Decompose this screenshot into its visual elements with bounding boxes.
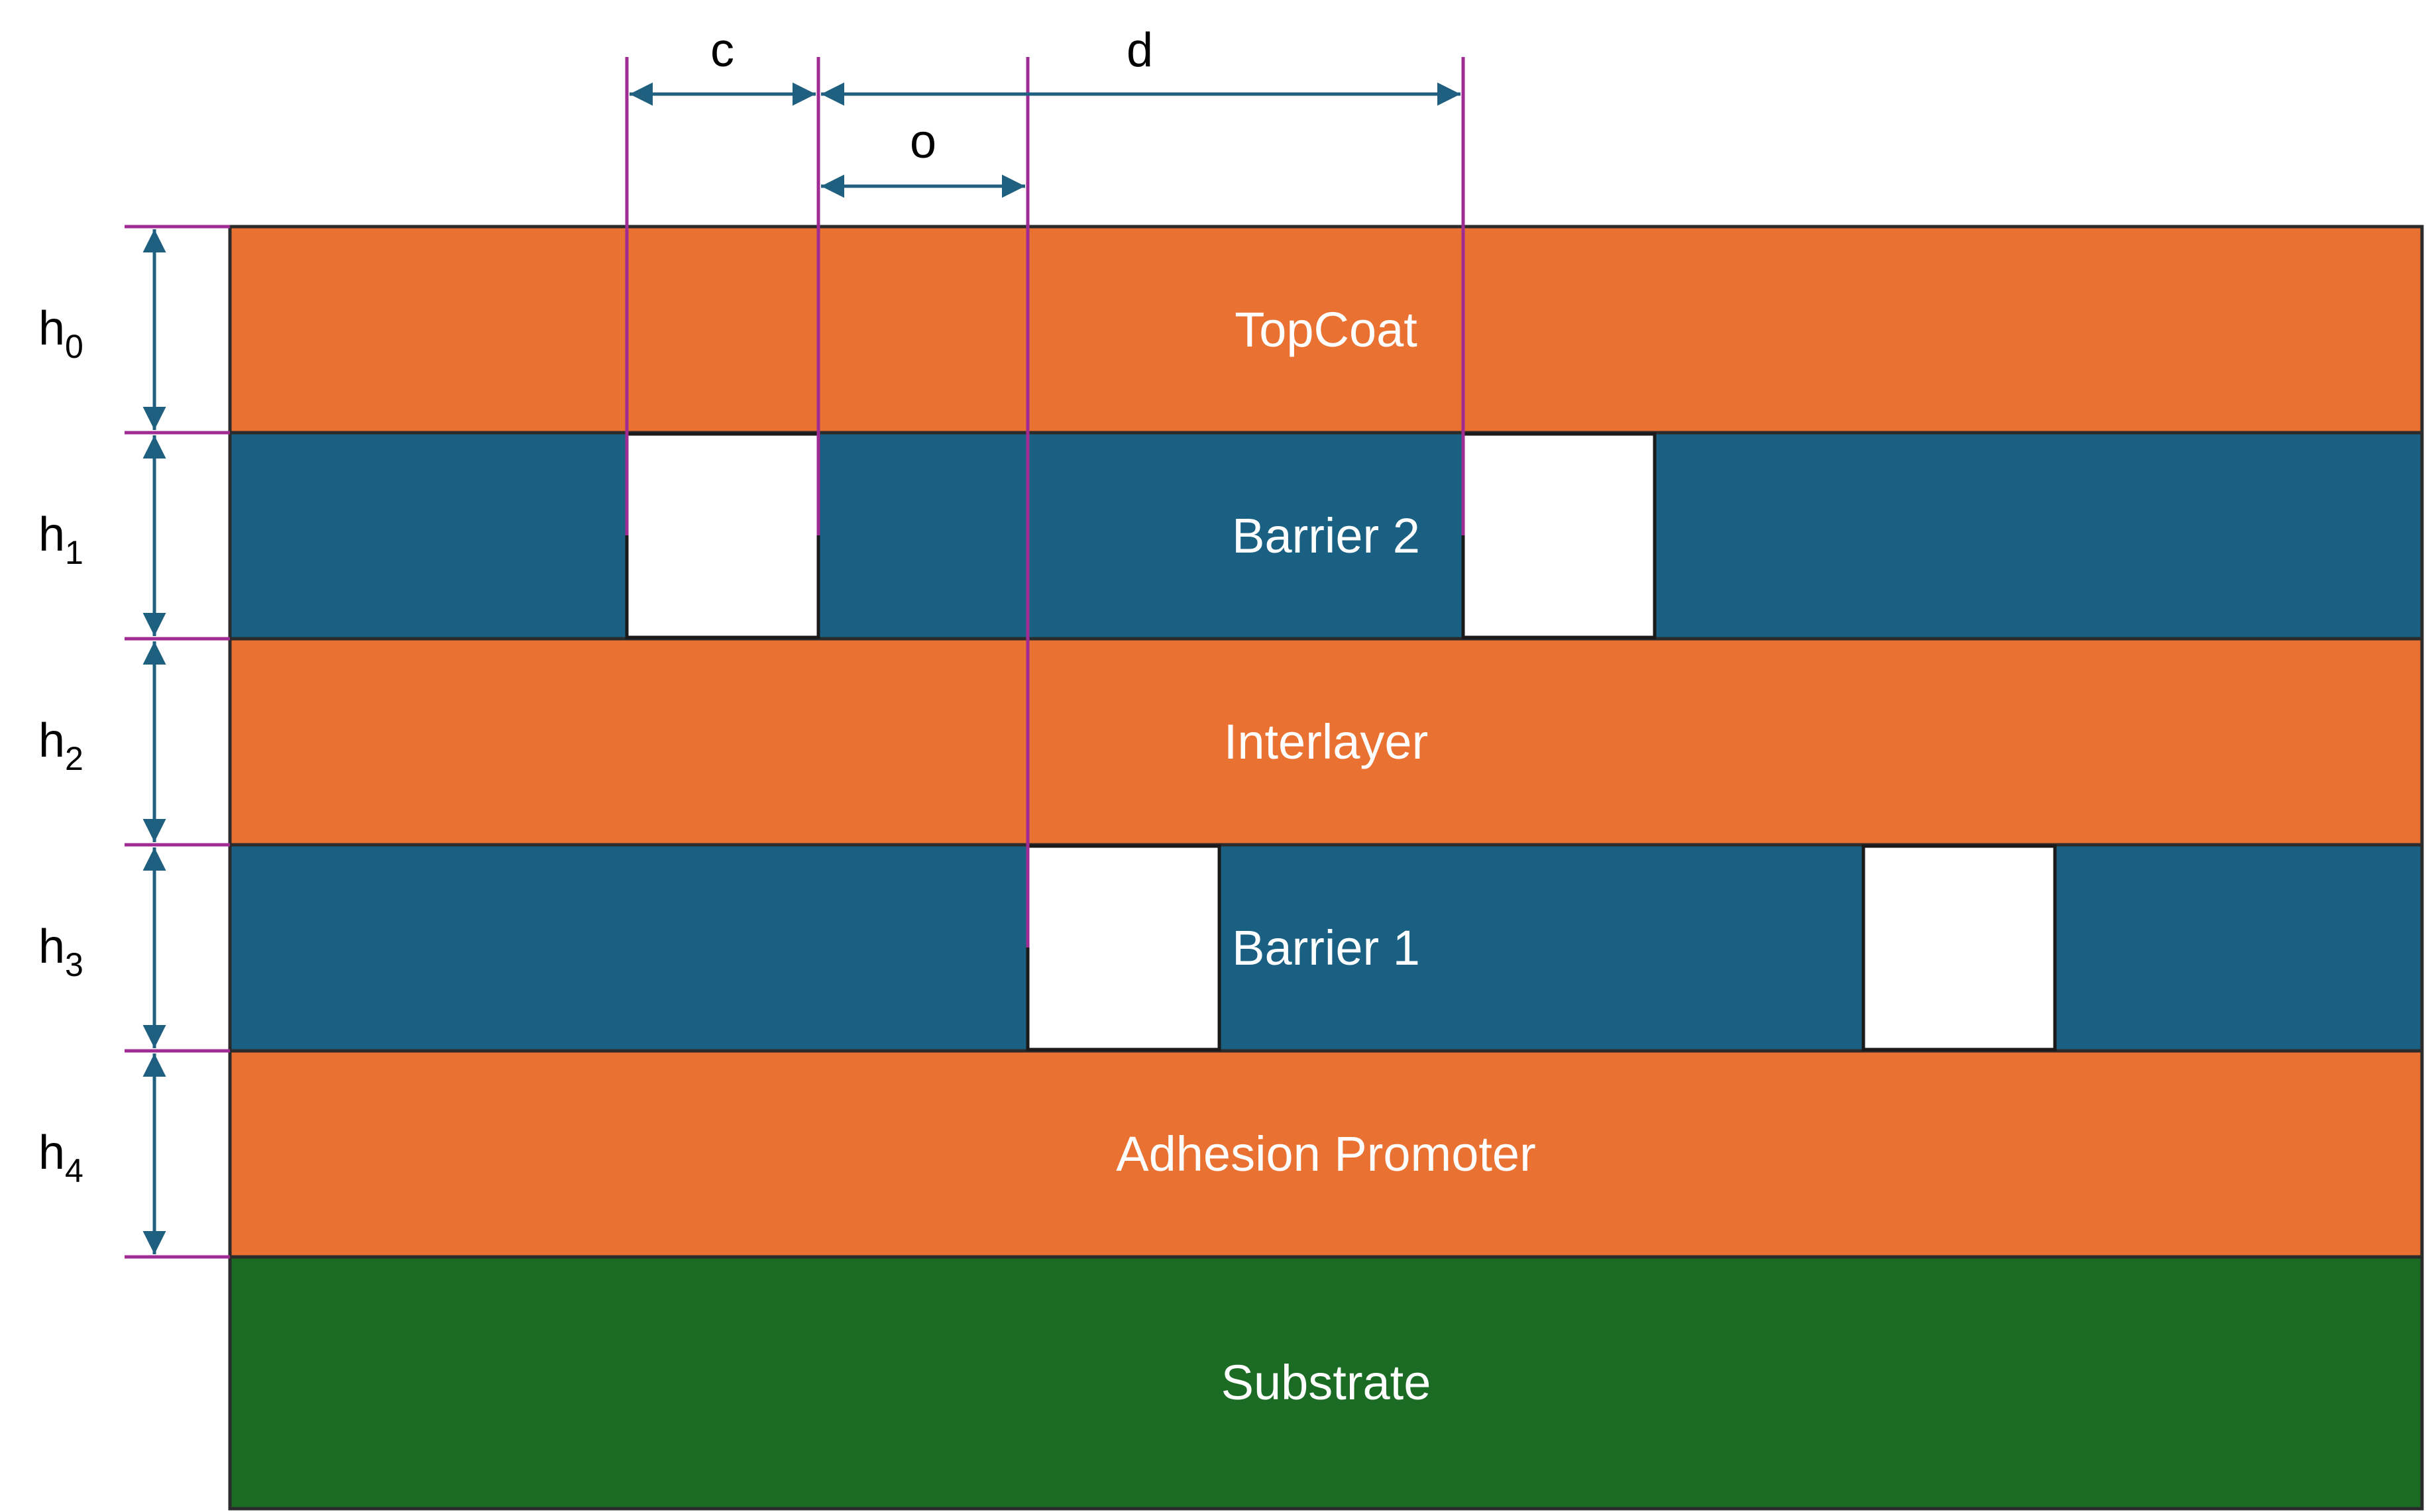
layer-label-interlayer: Interlayer — [1224, 714, 1428, 769]
layer-label-substrate: Substrate — [1221, 1355, 1431, 1410]
dimension-label-o: o — [910, 115, 936, 168]
dimension-label-d: d — [1127, 24, 1153, 77]
layer-label-barrier-1: Barrier 1 — [1232, 920, 1420, 975]
barrier-gaps — [625, 432, 2057, 1052]
boundary-ticks — [125, 225, 230, 1259]
thickness-label-h4: h4 — [38, 1126, 83, 1189]
layer-label-barrier-2: Barrier 2 — [1232, 508, 1420, 563]
dimension-labels: c d o — [710, 24, 1153, 168]
thickness-label-h1: h1 — [38, 508, 83, 571]
thickness-label-h0: h0 — [38, 302, 83, 365]
barrier-2-gap — [1461, 432, 1657, 639]
layer-interlayer — [228, 637, 2424, 847]
layer-substrate — [228, 1255, 2424, 1511]
layer-adhesion-promoter — [228, 1049, 2424, 1259]
dimension-label-c: c — [710, 24, 734, 77]
barrier-2-gap — [625, 432, 820, 639]
layer-stack — [228, 225, 2424, 1511]
thickness-labels: h0 h1 h2 h3 h4 — [38, 302, 83, 1189]
barrier-1-gap — [1026, 844, 1221, 1052]
reference-lines — [625, 57, 1465, 947]
barrier-1-gap — [1861, 844, 2057, 1052]
dimension-arrows — [630, 82, 1461, 198]
thickness-label-h3: h3 — [38, 920, 83, 983]
layer-label-topcoat: TopCoat — [1235, 302, 1417, 357]
layer-label-adhesion-promoter: Adhesion Promoter — [1116, 1126, 1535, 1181]
thickness-label-h2: h2 — [38, 714, 83, 777]
layer-barrier-1 — [228, 843, 2424, 1053]
layer-topcoat — [228, 225, 2424, 435]
layer-labels: TopCoat Barrier 2 Interlayer Barrier 1 A… — [1116, 302, 1535, 1410]
layer-barrier-2 — [228, 431, 2424, 641]
